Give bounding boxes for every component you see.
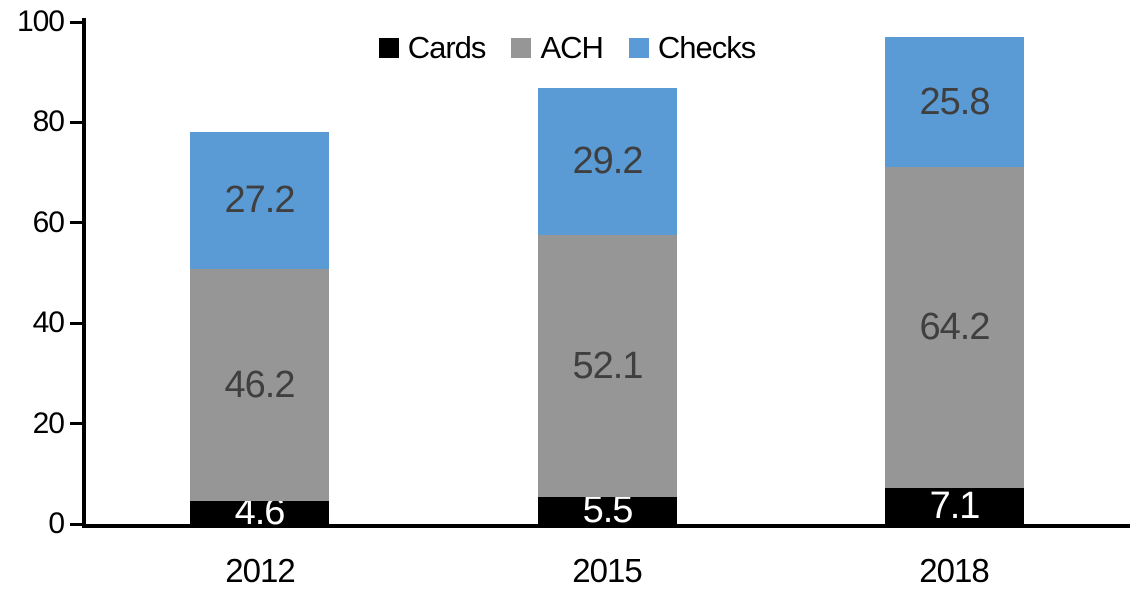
y-tick-100 [70, 21, 82, 24]
bar-segment-checks-2012: 27.2 [190, 132, 329, 269]
y-tick-label-0: 0 [48, 507, 65, 540]
legend: Cards ACH Checks [0, 32, 1134, 64]
bar-value-label-checks-2015: 29.2 [572, 140, 644, 182]
bar-value-label-ach-2015: 52.1 [572, 344, 644, 387]
legend-swatch-cards-icon [378, 38, 399, 58]
bar-segment-cards-2015: 5.5 [538, 489, 677, 531]
y-tick-label-60: 60 [32, 206, 65, 239]
legend-item-ach: ACH [511, 30, 604, 65]
legend-swatch-checks-icon [628, 38, 649, 58]
bar-segment-ach-2018: 64.2 [885, 166, 1024, 488]
bar-segment-cards-2012: 4.6 [190, 491, 329, 533]
legend-swatch-ach-icon [511, 38, 532, 58]
x-tick-label-2018: 2018 [919, 552, 989, 589]
bar-value-label-ach-2012: 46.2 [224, 363, 296, 406]
bar-segment-cards-2018: 7.1 [885, 485, 1024, 527]
y-tick-80 [70, 121, 82, 124]
bar-value-label-checks-2012: 27.2 [224, 179, 296, 221]
legend-item-cards: Cards [378, 30, 487, 65]
y-tick-label-20: 20 [32, 407, 65, 440]
bar-value-label-checks-2018: 25.8 [919, 80, 991, 123]
y-tick-label-80: 80 [32, 105, 65, 138]
bar-segment-ach-2015: 52.1 [538, 235, 677, 497]
x-tick-label-2015: 2015 [572, 552, 642, 589]
bar-segment-ach-2012: 46.2 [190, 269, 329, 501]
y-axis-line [82, 18, 86, 528]
bar-segment-checks-2015: 29.2 [538, 88, 677, 235]
legend-item-checks: Checks [628, 30, 756, 65]
y-tick-60 [70, 221, 82, 224]
y-tick-label-100: 100 [16, 5, 65, 38]
bar-value-label-cards-2018: 7.1 [929, 484, 981, 527]
legend-label-checks: Checks [657, 30, 756, 65]
y-tick-20 [70, 422, 82, 425]
bar-value-label-ach-2018: 64.2 [919, 305, 991, 348]
legend-label-ach: ACH [540, 30, 603, 65]
y-tick-0 [70, 523, 82, 526]
x-tick-label-2012: 2012 [225, 552, 295, 589]
x-axis-line [82, 524, 1130, 528]
y-tick-40 [70, 322, 82, 325]
y-tick-label-40: 40 [32, 306, 65, 339]
bar-segment-checks-2018: 25.8 [885, 37, 1024, 167]
legend-label-cards: Cards [407, 30, 487, 65]
